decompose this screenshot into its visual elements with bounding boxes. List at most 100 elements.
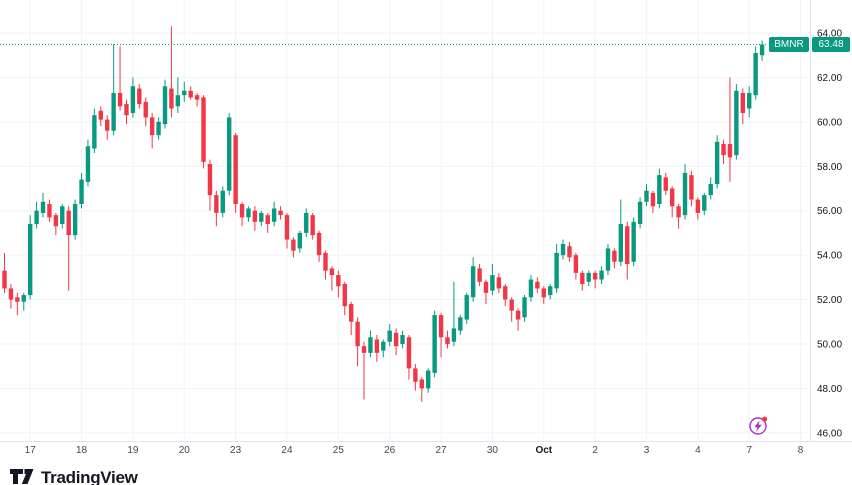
candle-body bbox=[291, 239, 296, 251]
candle-body bbox=[586, 272, 591, 282]
candle-body bbox=[535, 281, 540, 289]
price-axis[interactable]: 64.00 62.00 60.00 58.00 56.00 54.00 52.00 50.00… bbox=[817, 29, 842, 440]
tradingview-logo-text: TradingView bbox=[41, 468, 138, 485]
candle-body bbox=[605, 248, 611, 271]
candle-body bbox=[239, 204, 245, 218]
candle-body bbox=[53, 215, 59, 227]
candle-body bbox=[689, 175, 694, 200]
candle-body bbox=[509, 299, 514, 311]
candle-body bbox=[47, 204, 52, 218]
time-axis-label: 7 bbox=[746, 445, 752, 456]
price-axis-label: 52.00 bbox=[817, 295, 842, 306]
candle-body bbox=[72, 204, 78, 236]
time-axis[interactable]: 17 18 19 20 23 24 25 26 27 30 Oct 2 3 4 7 8 bbox=[25, 445, 804, 456]
candle-body bbox=[381, 341, 386, 351]
candle-body bbox=[284, 215, 290, 240]
candle-body bbox=[8, 288, 14, 300]
candle-body bbox=[149, 117, 155, 136]
candle-body bbox=[111, 92, 116, 131]
candle-body bbox=[438, 315, 444, 338]
candle-body bbox=[214, 195, 219, 213]
candle-body bbox=[169, 88, 174, 109]
candle-body bbox=[336, 275, 341, 287]
candle-body bbox=[496, 277, 502, 289]
candle-body bbox=[387, 330, 392, 342]
candle-body bbox=[27, 224, 33, 296]
candle-body bbox=[650, 192, 656, 207]
price-axis-label: 54.00 bbox=[817, 251, 842, 262]
candle-body bbox=[252, 210, 258, 222]
time-axis-label: 25 bbox=[333, 445, 345, 456]
candle-body bbox=[721, 144, 726, 156]
candle-body bbox=[644, 190, 649, 202]
price-badge: BMNR 63.48 bbox=[769, 37, 850, 53]
candle-body bbox=[194, 95, 200, 100]
earnings-event-icon[interactable] bbox=[749, 416, 768, 435]
time-axis-label: 18 bbox=[76, 445, 88, 456]
candle-body bbox=[554, 252, 559, 289]
candle-body bbox=[695, 199, 701, 213]
candle-body bbox=[413, 368, 418, 382]
candle-body bbox=[567, 246, 572, 258]
candle-body bbox=[220, 190, 225, 213]
candle-body bbox=[727, 144, 733, 158]
candle-body bbox=[663, 177, 668, 191]
candle-body bbox=[348, 303, 354, 322]
candle-body bbox=[310, 215, 315, 236]
time-axis-label: Oct bbox=[535, 445, 552, 456]
candle-body bbox=[669, 188, 675, 207]
price-axis-label: 50.00 bbox=[817, 339, 842, 350]
candle-body bbox=[98, 110, 103, 120]
candle-body bbox=[304, 212, 309, 233]
candle-body bbox=[714, 141, 720, 185]
candle-body bbox=[515, 310, 521, 320]
candlestick-series bbox=[2, 26, 765, 402]
candle-body bbox=[297, 232, 303, 249]
time-axis-label: 27 bbox=[435, 445, 447, 456]
candle-body bbox=[393, 332, 399, 347]
candle-body bbox=[105, 119, 110, 131]
candle-body bbox=[246, 208, 251, 218]
candle-body bbox=[458, 317, 463, 331]
tradingview-logo[interactable]: TradingView bbox=[10, 469, 138, 485]
candle-body bbox=[503, 286, 508, 300]
candle-body bbox=[201, 97, 206, 162]
candle-body bbox=[592, 272, 598, 280]
candle-body bbox=[156, 121, 161, 136]
candle-body bbox=[40, 201, 46, 213]
candle-body bbox=[182, 90, 187, 96]
candle-body bbox=[759, 44, 765, 56]
price-axis-label: 62.00 bbox=[817, 73, 842, 84]
price-axis-label: 56.00 bbox=[817, 206, 842, 217]
candle-body bbox=[259, 212, 264, 222]
candle-body bbox=[599, 270, 604, 280]
candle-body bbox=[361, 346, 367, 353]
time-axis-label: 3 bbox=[644, 445, 650, 456]
price-axis-label: 60.00 bbox=[817, 117, 842, 128]
candle-body bbox=[740, 92, 745, 113]
candle-body bbox=[162, 86, 168, 125]
price-badge-symbol: BMNR bbox=[769, 37, 809, 53]
candle-body bbox=[753, 52, 758, 96]
candle-body bbox=[618, 224, 624, 262]
candle-body bbox=[580, 272, 585, 284]
candle-body bbox=[637, 201, 643, 225]
candle-body bbox=[483, 281, 489, 293]
candle-body bbox=[451, 328, 457, 342]
candle-body bbox=[522, 297, 527, 318]
candle-body bbox=[79, 179, 84, 205]
candle-body bbox=[130, 86, 136, 113]
candle-body bbox=[34, 210, 39, 225]
candle-body bbox=[188, 90, 193, 98]
time-axis-label: 4 bbox=[695, 445, 701, 456]
candle-body bbox=[445, 337, 450, 344]
candle-body bbox=[490, 275, 495, 291]
candle-body bbox=[374, 339, 380, 353]
candle-body bbox=[400, 335, 405, 344]
candle-body bbox=[323, 252, 328, 271]
candle-body bbox=[747, 92, 752, 109]
candle-body bbox=[477, 268, 482, 282]
candle-body bbox=[143, 101, 148, 118]
